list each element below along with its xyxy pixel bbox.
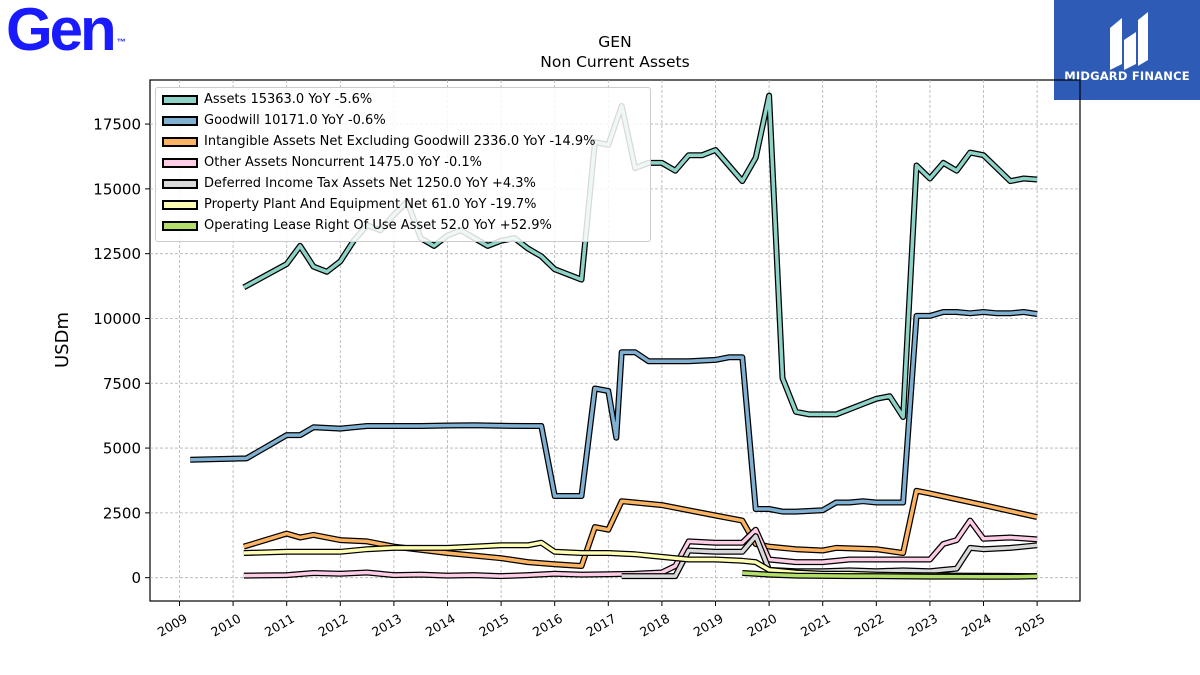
gen-logo: Gen ™: [6, 0, 126, 63]
x-tick-label: 2019: [691, 611, 726, 640]
legend-label: Assets 15363.0 YoY -5.6%: [204, 92, 373, 107]
x-tick-label: 2021: [798, 611, 833, 640]
x-tick-label: 2023: [905, 611, 940, 640]
axes: 0 2500 5000 7500 10000 12500 15000 17500 2009 201…: [93, 116, 1047, 640]
x-tick-label: 2010: [208, 611, 243, 640]
legend-swatch: [162, 221, 198, 231]
x-tick-label: 2020: [744, 611, 779, 640]
x-tick-label: 2022: [852, 611, 887, 640]
x-tick-label: 2016: [530, 611, 565, 640]
legend-label: Property Plant And Equipment Net 61.0 Yo…: [204, 197, 537, 212]
legend-label: Intangible Assets Net Excluding Goodwill…: [204, 134, 596, 149]
y-tick-label: 15000: [93, 180, 141, 198]
chart-title: GEN: [598, 33, 632, 51]
legend-swatch: [162, 95, 198, 105]
series-line-intangible-assets-net-excluding-goodwill: [243, 489, 1038, 568]
midgard-finance-logo: MIDGARD FINANCE: [1054, 0, 1200, 100]
y-tick-label: 0: [131, 569, 141, 587]
legend-label: Deferred Income Tax Assets Net 1250.0 Yo…: [204, 176, 536, 191]
series-line-goodwill: [190, 310, 1038, 514]
plot-frame: [149, 79, 1081, 602]
y-axis-label: USDm: [52, 312, 73, 368]
midgard-finance-text: MIDGARD FINANCE: [1064, 69, 1190, 83]
x-tick-label: 2017: [584, 611, 619, 640]
midgard-emblem-icon: [1110, 12, 1148, 70]
y-tick-label: 5000: [103, 440, 141, 458]
x-tick-label: 2009: [155, 611, 190, 640]
x-tick-label: 2014: [423, 611, 458, 640]
x-tick-label: 2011: [262, 611, 297, 640]
series-lines: [190, 92, 1038, 580]
legend-swatch: [162, 179, 198, 189]
y-tick-label: 7500: [103, 375, 141, 393]
gen-logo-text: Gen: [6, 0, 117, 63]
legend-swatch: [162, 116, 198, 126]
y-tick-label: 12500: [93, 245, 141, 263]
x-tick-label: 2025: [1012, 611, 1047, 640]
legend-swatch: [162, 200, 198, 210]
legend-swatch: [162, 137, 198, 147]
legend-label: Operating Lease Right Of Use Asset 52.0 …: [204, 218, 552, 233]
legend-swatch: [162, 158, 198, 168]
x-tick-label: 2018: [637, 611, 672, 640]
legend-label: Goodwill 10171.0 YoY -0.6%: [204, 113, 386, 128]
series-line-operating-lease-right-of-use-asset: [742, 571, 1038, 579]
gen-logo-tm: ™: [116, 37, 126, 47]
y-tick-label: 10000: [93, 310, 141, 328]
y-tick-label: 17500: [93, 116, 141, 134]
x-tick-label: 2015: [476, 611, 511, 640]
chart-legend: Assets 15363.0 YoY -5.6% Goodwill 10171.0…: [155, 87, 651, 242]
series-line-other-assets-noncurrent: [243, 518, 1038, 578]
y-tick-label: 2500: [103, 504, 141, 522]
chart-subtitle: Non Current Assets: [540, 53, 690, 71]
x-tick-label: 2024: [959, 611, 994, 640]
x-tick-label: 2013: [369, 611, 404, 640]
legend-label: Other Assets Noncurrent 1475.0 YoY -0.1%: [204, 155, 483, 170]
x-tick-label: 2012: [316, 611, 351, 640]
